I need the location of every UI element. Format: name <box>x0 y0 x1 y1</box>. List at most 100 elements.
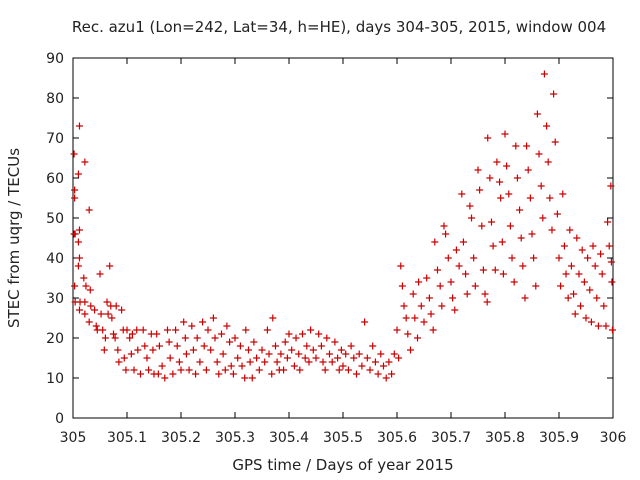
data-point <box>75 254 83 262</box>
data-point <box>539 214 547 222</box>
data-point <box>440 222 448 230</box>
data-point <box>496 178 504 186</box>
y-tick-label: 40 <box>46 251 64 267</box>
data-point <box>597 250 605 258</box>
data-point <box>153 330 161 338</box>
data-point <box>283 354 291 362</box>
data-point <box>189 346 197 354</box>
data-point <box>587 318 595 326</box>
data-point <box>248 374 256 382</box>
data-point <box>521 294 529 302</box>
data-point <box>268 370 276 378</box>
data-point <box>551 138 559 146</box>
data-point <box>409 290 417 298</box>
data-point <box>447 278 455 286</box>
data-point <box>126 334 134 342</box>
data-point <box>182 350 190 358</box>
data-point <box>528 230 536 238</box>
data-point <box>81 158 89 166</box>
data-point <box>377 350 385 358</box>
data-point <box>112 302 120 310</box>
data-point <box>417 302 425 310</box>
data-point <box>155 342 163 350</box>
data-point <box>607 258 615 266</box>
y-tick-labels: 0 10 20 30 40 50 60 70 80 90 <box>46 51 64 427</box>
data-point <box>584 254 592 262</box>
data-point <box>429 326 437 334</box>
data-point <box>269 314 277 322</box>
data-point <box>535 150 543 158</box>
data-point <box>74 238 82 246</box>
data-point <box>175 358 183 366</box>
data-point <box>211 334 219 342</box>
data-point <box>227 362 235 370</box>
data-point <box>173 342 181 350</box>
data-point <box>513 174 521 182</box>
data-point <box>321 366 329 374</box>
data-point <box>466 202 474 210</box>
data-point <box>309 346 317 354</box>
data-point <box>442 230 450 238</box>
data-point <box>458 190 466 198</box>
data-point <box>544 158 552 166</box>
y-tick-label: 60 <box>46 171 64 187</box>
data-point <box>371 358 379 366</box>
data-point <box>238 362 246 370</box>
data-point <box>103 298 111 306</box>
data-point <box>425 294 433 302</box>
data-point <box>199 318 207 326</box>
data-point <box>143 354 151 362</box>
data-point <box>517 234 525 242</box>
data-point <box>120 354 128 362</box>
data-point <box>315 330 323 338</box>
data-point <box>97 310 105 318</box>
data-point <box>550 90 558 98</box>
data-point <box>104 310 112 318</box>
data-point <box>407 346 414 354</box>
data-point <box>483 298 491 306</box>
data-point <box>506 222 514 230</box>
data-point <box>180 318 188 326</box>
data-point <box>395 354 403 362</box>
data-point <box>577 302 585 310</box>
data-point <box>361 318 369 326</box>
data-point <box>202 366 210 374</box>
x-tick-label: 305.9 <box>539 430 579 446</box>
y-tick-label: 10 <box>46 371 64 387</box>
data-point <box>253 354 261 362</box>
data-point <box>530 254 538 262</box>
data-point <box>166 354 174 362</box>
x-tick-labels: 305 305.1 305.2 305.3 305.4 305.5 305.6 305.7 30… <box>60 430 627 446</box>
data-point <box>158 362 166 370</box>
data-point <box>71 194 79 202</box>
data-point <box>573 234 581 242</box>
data-point <box>223 322 231 330</box>
data-point <box>319 358 327 366</box>
data-point <box>165 338 173 346</box>
data-point <box>363 354 371 362</box>
data-point <box>242 326 250 334</box>
data-point <box>290 362 298 370</box>
data-point <box>489 242 497 250</box>
data-point <box>398 282 406 290</box>
data-point <box>436 282 444 290</box>
data-point <box>85 206 93 214</box>
data-point <box>586 286 594 294</box>
y-tick-label: 0 <box>55 411 64 427</box>
data-point <box>342 350 350 358</box>
data-point <box>491 266 499 274</box>
data-point <box>382 374 390 382</box>
data-point <box>334 354 342 362</box>
data-point <box>106 262 114 270</box>
data-point <box>110 330 117 338</box>
data-point <box>543 122 551 130</box>
data-point <box>493 158 501 166</box>
data-point <box>555 254 563 262</box>
data-point <box>145 366 153 374</box>
data-point <box>411 314 419 322</box>
data-point <box>388 370 396 378</box>
data-point <box>589 242 597 250</box>
data-point <box>261 358 269 366</box>
chart-title: Rec. azu1 (Lon=242, Lat=34, h=HE), days … <box>72 18 606 36</box>
